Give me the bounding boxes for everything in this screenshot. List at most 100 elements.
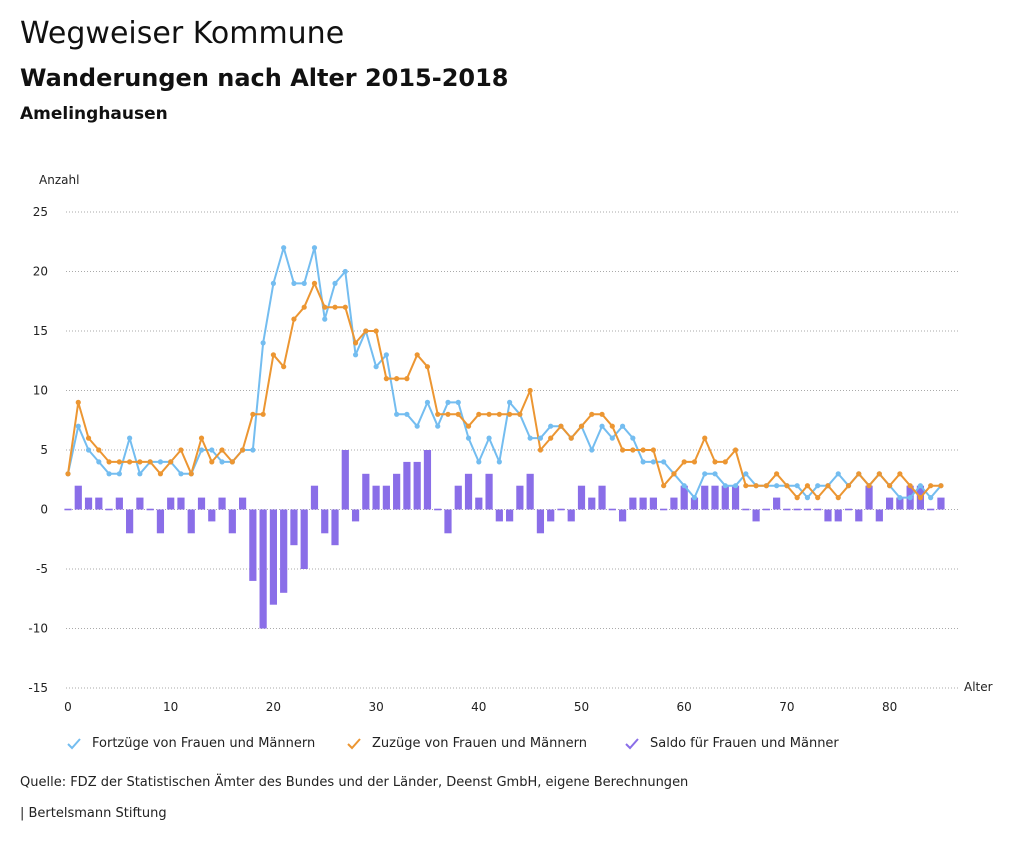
saldo-bar[interactable]: [218, 497, 226, 510]
fortzuege-point[interactable]: [907, 495, 913, 501]
fortzuege-point[interactable]: [342, 268, 348, 275]
zuzuege-point[interactable]: [928, 483, 934, 489]
fortzuege-point[interactable]: [630, 435, 636, 441]
fortzuege-point[interactable]: [774, 483, 780, 489]
saldo-bar[interactable]: [731, 485, 740, 510]
zuzuege-point[interactable]: [404, 376, 410, 382]
zuzuege-point[interactable]: [147, 459, 153, 465]
saldo-bar[interactable]: [516, 485, 524, 510]
saldo-bar[interactable]: [660, 508, 668, 511]
zuzuege-point[interactable]: [558, 423, 564, 429]
fortzuege-point[interactable]: [209, 447, 215, 453]
fortzuege-point[interactable]: [527, 435, 533, 441]
fortzuege-point[interactable]: [702, 471, 708, 477]
fortzuege-point[interactable]: [743, 471, 749, 477]
zuzuege-point[interactable]: [301, 304, 307, 310]
saldo-bar[interactable]: [485, 473, 493, 510]
zuzuege-point[interactable]: [219, 447, 225, 453]
zuzuege-point[interactable]: [548, 435, 554, 441]
saldo-bar[interactable]: [393, 473, 401, 510]
zuzuege-point[interactable]: [229, 459, 235, 465]
fortzuege-point[interactable]: [804, 495, 811, 501]
saldo-bar[interactable]: [300, 509, 308, 570]
legend-item-zuzuege[interactable]: Zuzüge von Frauen und Männern: [346, 736, 587, 751]
zuzuege-point[interactable]: [661, 483, 667, 489]
saldo-bar[interactable]: [362, 473, 370, 510]
saldo-bar[interactable]: [259, 509, 267, 629]
saldo-bar[interactable]: [608, 508, 616, 511]
zuzuege-point[interactable]: [435, 411, 441, 417]
saldo-bar[interactable]: [454, 485, 462, 510]
fortzuege-point[interactable]: [435, 423, 441, 429]
zuzuege-point[interactable]: [239, 447, 246, 453]
zuzuege-point[interactable]: [178, 447, 184, 453]
fortzuege-point[interactable]: [414, 423, 420, 429]
zuzuege-point[interactable]: [774, 471, 780, 477]
fortzuege-point[interactable]: [507, 399, 513, 405]
fortzuege-point[interactable]: [373, 364, 379, 370]
zuzuege-point[interactable]: [96, 447, 102, 453]
fortzuege-point[interactable]: [352, 352, 359, 358]
fortzuege-point[interactable]: [250, 447, 256, 453]
saldo-bar[interactable]: [875, 509, 883, 522]
zuzuege-point[interactable]: [578, 423, 585, 429]
fortzuege-point[interactable]: [198, 447, 205, 453]
saldo-bar[interactable]: [721, 485, 729, 510]
saldo-bar[interactable]: [588, 497, 596, 510]
fortzuege-point[interactable]: [722, 483, 728, 489]
saldo-bar[interactable]: [146, 508, 154, 511]
fortzuege-point[interactable]: [897, 495, 903, 501]
zuzuege-point[interactable]: [794, 495, 800, 501]
saldo-bar[interactable]: [701, 485, 709, 510]
saldo-bar[interactable]: [783, 508, 791, 511]
zuzuege-point[interactable]: [260, 411, 266, 417]
saldo-bar[interactable]: [310, 485, 319, 510]
zuzuege-point[interactable]: [188, 471, 194, 477]
saldo-bar[interactable]: [187, 509, 195, 534]
saldo-bar[interactable]: [495, 509, 503, 522]
zuzuege-point[interactable]: [722, 459, 728, 465]
zuzuege-point[interactable]: [619, 447, 626, 453]
fortzuege-point[interactable]: [106, 471, 112, 477]
fortzuege-point[interactable]: [599, 423, 605, 429]
saldo-bar[interactable]: [321, 509, 329, 534]
zuzuege-point[interactable]: [168, 459, 174, 465]
zuzuege-point[interactable]: [917, 495, 924, 501]
zuzuege-point[interactable]: [527, 387, 533, 394]
zuzuege-point[interactable]: [394, 376, 400, 382]
saldo-bar[interactable]: [351, 509, 360, 522]
saldo-bar[interactable]: [762, 508, 770, 511]
zuzuege-point[interactable]: [640, 447, 646, 453]
saldo-bar[interactable]: [927, 508, 935, 511]
saldo-bar[interactable]: [126, 509, 134, 534]
fortzuege-point[interactable]: [619, 423, 626, 429]
zuzuege-point[interactable]: [486, 411, 492, 417]
fortzuege-point[interactable]: [383, 352, 389, 358]
saldo-bar[interactable]: [865, 485, 873, 510]
fortzuege-point[interactable]: [85, 447, 92, 453]
saldo-bar[interactable]: [331, 509, 339, 546]
fortzuege-point[interactable]: [815, 483, 821, 489]
zuzuege-point[interactable]: [681, 459, 687, 465]
zuzuege-point[interactable]: [732, 447, 739, 453]
zuzuege-point[interactable]: [815, 495, 821, 501]
saldo-bar[interactable]: [423, 450, 432, 510]
fortzuege-point[interactable]: [794, 483, 800, 489]
fortzuege-point[interactable]: [640, 459, 646, 465]
saldo-bar[interactable]: [824, 509, 832, 522]
saldo-bar[interactable]: [403, 461, 411, 510]
saldo-bar[interactable]: [475, 497, 483, 510]
fortzuege-point[interactable]: [486, 435, 492, 441]
saldo-bar[interactable]: [752, 509, 760, 522]
zuzuege-point[interactable]: [106, 459, 112, 465]
zuzuege-point[interactable]: [650, 447, 656, 453]
saldo-bar[interactable]: [280, 509, 288, 593]
fortzuege-point[interactable]: [928, 495, 934, 501]
saldo-bar[interactable]: [249, 509, 257, 581]
zuzuege-point[interactable]: [332, 304, 338, 310]
saldo-bar[interactable]: [577, 485, 586, 510]
fortzuege-point[interactable]: [650, 459, 656, 465]
zuzuege-point[interactable]: [116, 459, 122, 465]
saldo-bar[interactable]: [680, 485, 688, 510]
fortzuege-point[interactable]: [178, 471, 184, 477]
